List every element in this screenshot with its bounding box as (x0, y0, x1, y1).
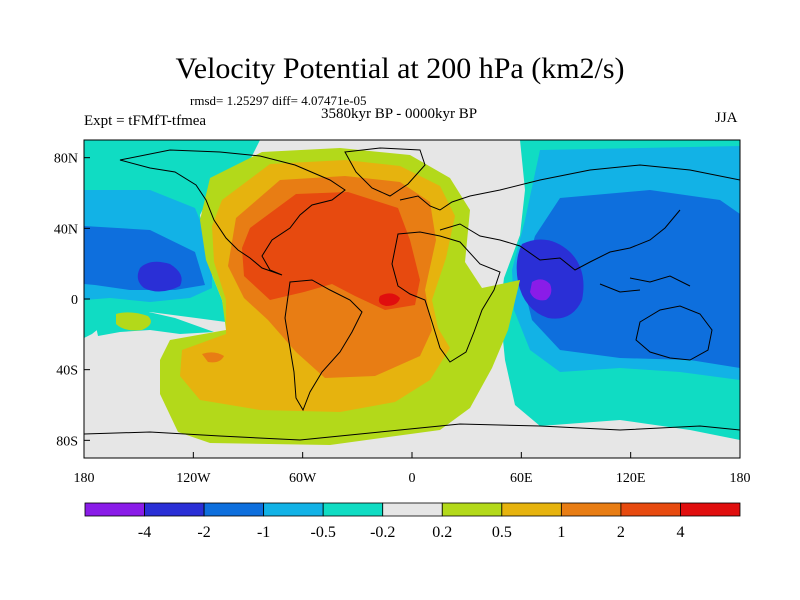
colorbar-label: 0.2 (432, 524, 452, 541)
colorbar-label: 2 (617, 524, 625, 541)
colorbar-swatch (441, 502, 503, 517)
colorbar-swatch (84, 502, 145, 517)
experiment-label: Expt = tFMfT-tfmea (84, 113, 207, 129)
season-label: JJA (715, 110, 738, 126)
colorbar-label: 4 (676, 524, 684, 541)
colorbar-label: -0.5 (311, 524, 336, 541)
colorbar-swatch (203, 502, 265, 517)
lat-tick-label: 0 (71, 293, 78, 308)
lon-tick-label: 180 (74, 471, 95, 486)
lon-tick-label: 0 (409, 471, 416, 486)
contour-south-pacific-pocket (116, 312, 151, 331)
colorbar-swatch (680, 502, 741, 517)
colorbar-swatch (620, 502, 681, 517)
coastline-africa (391, 231, 501, 363)
lat-tick-label: 80N (54, 152, 78, 167)
coastline-indonesia (599, 275, 691, 293)
contour-pos-max (378, 293, 400, 306)
contour-pos-south-pocket (202, 352, 224, 363)
coastline-greenland (344, 147, 426, 197)
colorbar-label: -4 (138, 524, 151, 541)
lon-tick-label: 120W (176, 471, 211, 486)
lon-tick-label: 180 (730, 471, 751, 486)
colorbar-label: -0.2 (370, 524, 395, 541)
contour-pos-high (242, 192, 420, 310)
colorbar: -4 -2 -1 -0.5 -0.2 0.2 0.5 1 2 4 (84, 502, 741, 541)
lat-tick-label: 40N (54, 222, 78, 237)
lon-tick-label: 60W (289, 471, 317, 486)
contour-min-pacific (137, 261, 182, 292)
colorbar-label: -2 (197, 524, 210, 541)
colorbar-label: 1 (557, 524, 565, 541)
axis-ticks: 80N 40N 0 40S 80S 180 120W 60W 0 60E 120E 180 (54, 152, 751, 486)
colorbar-label: -1 (257, 524, 270, 541)
lat-tick-label: 80S (56, 434, 78, 449)
lon-tick-label: 120E (616, 471, 646, 486)
stats-label: rmsd= 1.25297 diff= 4.07471e-05 (190, 93, 367, 108)
colorbar-swatch (382, 502, 443, 517)
plot-title: Velocity Potential at 200 hPa (km2/s) (175, 52, 625, 85)
coastline-eurasia (399, 164, 740, 271)
coastline-south-america (284, 279, 363, 412)
coastlines (84, 147, 740, 441)
colorbar-swatch (560, 502, 622, 517)
lon-tick-label: 60E (510, 471, 533, 486)
period-label: 3580kyr BP - 0000kyr BP (321, 106, 478, 122)
contour-neg-strong-east (522, 190, 740, 368)
contour-min-east (516, 239, 584, 319)
coastline-australia (635, 305, 713, 361)
colorbar-swatch (263, 502, 324, 517)
colorbar-swatch (322, 502, 384, 517)
colorbar-swatch (501, 502, 562, 517)
contour-extreme-east (530, 279, 552, 301)
colorbar-label: 0.5 (492, 524, 512, 541)
coastline-north-america (119, 149, 346, 276)
coastline-antarctica (84, 423, 740, 441)
contour-field (84, 140, 740, 458)
lat-tick-label: 40S (56, 364, 78, 379)
colorbar-swatch (144, 502, 205, 517)
